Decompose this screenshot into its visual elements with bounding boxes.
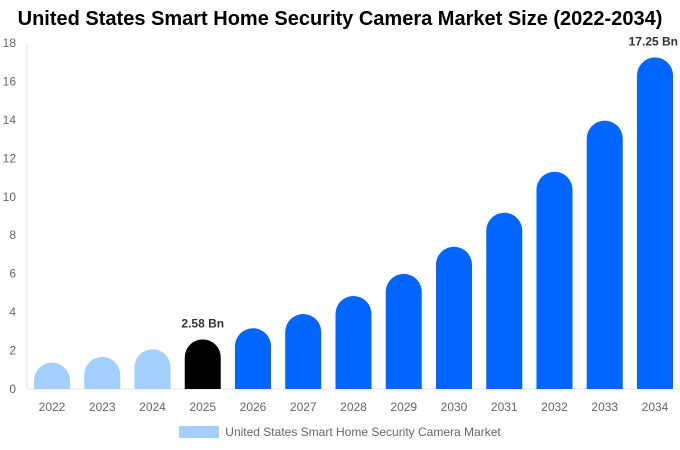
x-tick-label: 2024 xyxy=(139,400,166,414)
data-label: 2.58 Bn xyxy=(181,316,224,330)
bar-2025 xyxy=(184,339,221,389)
bar-2024 xyxy=(134,349,171,389)
y-tick-label: 8 xyxy=(9,228,16,242)
x-tick-label: 2033 xyxy=(591,400,618,414)
y-tick-label: 6 xyxy=(9,267,16,281)
x-tick-label: 2029 xyxy=(390,400,417,414)
bar-2029 xyxy=(385,273,422,389)
data-label: 17.25 Bn xyxy=(629,34,678,48)
y-tick-label: 14 xyxy=(3,113,17,127)
bar-2034 xyxy=(637,57,673,390)
x-tick-label: 2032 xyxy=(541,400,568,414)
x-tick-label: 2022 xyxy=(39,400,66,414)
bar-2032 xyxy=(536,171,573,389)
y-tick-label: 2 xyxy=(9,344,16,358)
x-tick-label: 2023 xyxy=(89,400,116,414)
bar-2030 xyxy=(436,246,472,389)
bar-2026 xyxy=(235,328,271,389)
bar-2028 xyxy=(335,295,372,389)
bar-2033 xyxy=(586,120,623,389)
x-tick-label: 2027 xyxy=(290,400,317,414)
x-tick-label: 2026 xyxy=(240,400,267,414)
x-tick-label: 2028 xyxy=(340,400,367,414)
bar-2022 xyxy=(34,362,70,389)
y-tick-label: 12 xyxy=(3,151,17,165)
chart-title: United States Smart Home Security Camera… xyxy=(17,8,663,30)
bar-2027 xyxy=(285,314,322,389)
y-tick-label: 10 xyxy=(3,190,17,204)
legend-swatch xyxy=(179,426,220,438)
x-tick-label: 2031 xyxy=(491,400,518,414)
x-tick-label: 2034 xyxy=(642,400,669,414)
y-tick-label: 16 xyxy=(3,74,17,88)
bar-2031 xyxy=(486,212,523,389)
y-tick-label: 18 xyxy=(3,36,17,50)
bar-2023 xyxy=(84,356,121,389)
legend: United States Smart Home Security Camera… xyxy=(0,425,680,439)
y-tick-label: 0 xyxy=(9,382,16,396)
x-tick-label: 2030 xyxy=(441,400,468,414)
legend-label: United States Smart Home Security Camera… xyxy=(225,425,501,439)
x-tick-label: 2025 xyxy=(189,400,216,414)
y-tick-label: 4 xyxy=(9,305,16,319)
